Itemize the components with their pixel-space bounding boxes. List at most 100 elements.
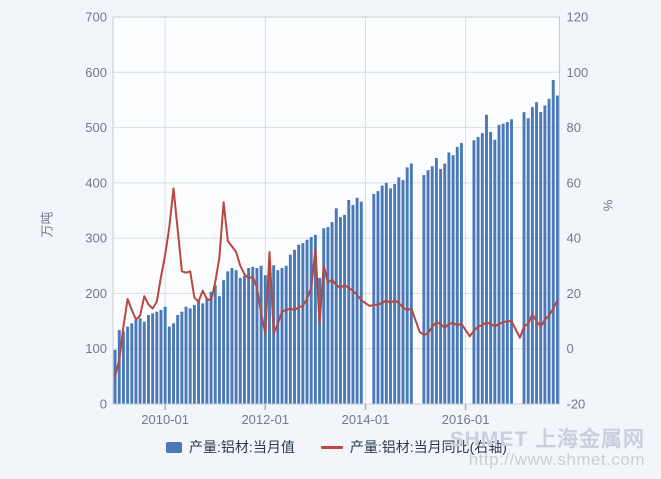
bar <box>197 300 201 404</box>
bar <box>167 326 171 404</box>
bar <box>472 140 476 404</box>
bar <box>459 143 463 404</box>
left-axis-label: 500 <box>85 120 107 135</box>
bar <box>380 185 384 404</box>
left-axis-label: 100 <box>85 341 107 356</box>
bar <box>543 105 547 404</box>
bar <box>238 277 242 404</box>
bar <box>297 244 301 404</box>
right-axis-label: 0 <box>567 341 574 356</box>
bar <box>343 214 347 404</box>
bar <box>222 280 226 404</box>
bar <box>422 175 426 404</box>
line-series-label: 产量:铝材:当月同比(右轴) <box>349 439 507 455</box>
bar <box>501 123 505 405</box>
bar <box>493 139 497 404</box>
bar <box>455 146 459 404</box>
legend-item-line-series[interactable]: 产量:铝材:当月同比(右轴) <box>320 437 507 457</box>
line-series-swatch-icon <box>320 445 343 449</box>
bar <box>176 314 180 404</box>
bar <box>355 197 359 404</box>
bar <box>268 272 271 404</box>
left-axis-label: 200 <box>85 286 107 301</box>
left-axis-label: 0 <box>100 397 107 412</box>
bar <box>272 265 276 404</box>
right-axis-label: -20 <box>567 397 586 412</box>
bar <box>451 155 455 404</box>
left-axis-label: 600 <box>85 65 107 80</box>
bar <box>347 199 351 404</box>
bar <box>234 270 238 404</box>
bar <box>372 193 376 404</box>
legend-item-bar-series[interactable]: 产量:铝材:当月值 <box>166 437 295 457</box>
bar <box>535 102 539 404</box>
bar <box>401 180 405 404</box>
bar <box>288 254 292 404</box>
bar <box>430 166 434 404</box>
bar <box>226 271 230 404</box>
bar <box>188 308 192 404</box>
left-axis-title: 万吨 <box>39 211 55 238</box>
bar <box>330 222 334 404</box>
bar <box>551 80 555 405</box>
bar <box>151 313 155 404</box>
bar <box>142 321 146 404</box>
bar <box>280 267 284 404</box>
bar <box>351 204 355 404</box>
bar <box>172 323 175 404</box>
bar-series-swatch-icon <box>166 441 183 453</box>
right-axis-label: 40 <box>567 231 581 246</box>
bar <box>159 310 163 404</box>
bar <box>276 270 280 404</box>
x-axis-label: 2016-01 <box>442 412 490 427</box>
bar <box>230 267 234 404</box>
bar <box>209 291 213 404</box>
bar <box>138 318 142 404</box>
bar <box>155 311 159 404</box>
bar <box>192 305 196 404</box>
bar <box>393 183 397 404</box>
bar <box>555 95 559 405</box>
bar <box>318 277 322 404</box>
x-axis-label: 2010-01 <box>141 412 189 427</box>
bar <box>247 267 251 404</box>
right-axis-label: 120 <box>567 10 589 25</box>
bar <box>539 112 543 404</box>
x-axis-label: 2014-01 <box>342 412 390 427</box>
bar <box>547 98 551 404</box>
bar <box>259 265 263 404</box>
bar <box>309 237 313 404</box>
bar <box>322 228 326 404</box>
bar-series-label: 产量:铝材:当月值 <box>189 439 295 455</box>
bar <box>255 267 259 404</box>
bar <box>530 107 534 404</box>
bar <box>201 303 205 404</box>
bar <box>389 188 392 404</box>
bar <box>301 243 305 404</box>
bar <box>205 298 209 404</box>
bar <box>305 239 309 404</box>
right-axis-title: % <box>600 199 616 212</box>
bar <box>447 152 451 404</box>
x-axis-label: 2012-01 <box>241 412 289 427</box>
bar <box>384 182 388 404</box>
bar <box>184 306 188 404</box>
left-axis-label: 300 <box>85 231 107 246</box>
bar <box>326 227 330 404</box>
bar <box>117 329 121 404</box>
bar <box>338 217 342 404</box>
bar <box>526 118 530 405</box>
bar <box>359 201 363 404</box>
bar <box>242 275 246 404</box>
left-axis-label: 700 <box>85 10 107 25</box>
bar <box>489 131 493 404</box>
bar <box>426 170 430 404</box>
bar <box>505 122 509 405</box>
bar <box>476 136 480 404</box>
bar <box>134 319 138 404</box>
bar <box>485 114 488 404</box>
bar <box>251 266 255 404</box>
bar <box>126 326 130 404</box>
